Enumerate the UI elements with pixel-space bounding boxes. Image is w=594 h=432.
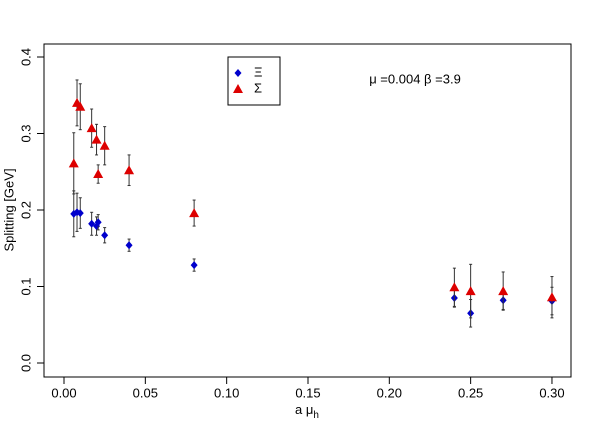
point [99, 140, 110, 150]
point [449, 282, 460, 292]
x-label-main: a μ [295, 402, 313, 417]
point [94, 218, 102, 227]
point [189, 208, 200, 218]
x-tick-label: 0.10 [214, 385, 239, 400]
point [86, 123, 97, 133]
plot-frame [43, 43, 572, 378]
x-tick-label: 0.00 [51, 385, 76, 400]
point [93, 169, 104, 179]
point [546, 292, 557, 302]
point [124, 165, 135, 175]
annotation: μ =0.004 β =3.9 [369, 71, 461, 86]
x-tick-label: 0.20 [377, 385, 402, 400]
y-tick-label: 0.4 [18, 48, 33, 66]
x-tick-label: 0.05 [133, 385, 158, 400]
point [498, 286, 509, 296]
y-axis-label: Splitting [GeV] [1, 168, 16, 251]
point [465, 286, 476, 296]
x-tick-label: 0.30 [539, 385, 564, 400]
y-tick-label: 0.2 [18, 201, 33, 219]
y-tick-label: 0.0 [18, 354, 33, 372]
point [190, 261, 198, 270]
y-tick-label: 0.3 [18, 124, 33, 142]
x-tick-label: 0.15 [295, 385, 320, 400]
legend-marker [234, 69, 242, 77]
point [91, 134, 102, 144]
point [68, 158, 79, 168]
y-tick-label: 0.1 [18, 277, 33, 295]
legend-marker [233, 84, 243, 93]
x-axis-label: a μh [295, 402, 319, 420]
point [125, 241, 133, 250]
x-label-sub: h [313, 410, 319, 421]
legend-label: Σ [254, 80, 262, 95]
point [75, 101, 86, 111]
legend-label: Ξ [254, 64, 262, 79]
point [76, 209, 84, 218]
x-tick-label: 0.25 [458, 385, 483, 400]
point [101, 231, 109, 240]
legend-box [227, 56, 281, 106]
